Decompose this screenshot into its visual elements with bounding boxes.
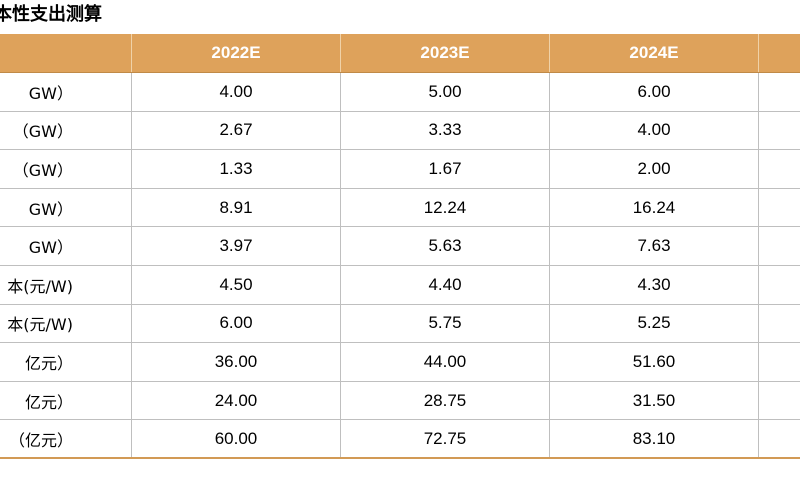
value-cell-next [759,420,800,457]
value-cell-2024e: 83.10 [550,420,759,457]
value-cell-2022e: 2.67 [132,111,341,150]
header-cell-next [759,34,800,72]
value-cell-2024e: 6.00 [550,73,759,111]
row-label: 本(元/W) [7,315,73,335]
value-cell-2022e: 4.50 [132,265,341,304]
header-cell-2023e: 2023E [341,34,550,72]
value-cell-2024e: 16.24 [550,188,759,227]
value-cell-next [759,227,800,265]
row-label: 本(元/W) [7,276,73,296]
table-row: （亿元） 60.00 72.75 83.10 [0,420,800,459]
table-title: 本性支出测算 [0,4,102,25]
value-cell-next [759,189,800,227]
value-cell-2023e: 4.40 [341,265,550,304]
value-cell-2024e: 4.30 [550,265,759,304]
value-cell-2023e: 72.75 [341,420,550,457]
row-label-cell: 本(元/W) [0,265,132,304]
table-row: GW） 3.97 5.63 7.63 [0,227,800,266]
table-row: （GW） 1.33 1.67 2.00 [0,150,800,189]
table-row: GW） 8.91 12.24 16.24 [0,188,800,228]
table-row: （GW） 2.67 3.33 4.00 [0,111,800,151]
value-cell-2024e: 31.50 [550,381,759,420]
value-cell-2024e: 7.63 [550,227,759,265]
row-label: 亿元） [24,353,73,373]
value-cell-2022e: 1.33 [132,150,341,188]
value-cell-2022e: 3.97 [132,227,341,265]
row-label: （GW） [12,122,73,142]
value-cell-2024e: 51.60 [550,343,759,381]
table-row: GW） 4.00 5.00 6.00 [0,73,800,112]
value-cell-2023e: 3.33 [341,111,550,150]
header-cell-2024e: 2024E [550,34,759,72]
row-label-cell: GW） [0,188,132,227]
row-label-cell: （GW） [0,111,132,150]
table-row: 本(元/W) 4.50 4.40 4.30 [0,265,800,305]
row-label: GW） [28,83,73,103]
value-cell-next [759,343,800,381]
table-row: 亿元） 24.00 28.75 31.50 [0,381,800,421]
row-label: GW） [28,238,73,258]
value-cell-2022e: 24.00 [132,381,341,420]
table-body: GW） 4.00 5.00 6.00 （GW） 2.67 3.33 4.00 （GW） 1.33 1… [0,73,800,459]
value-cell-2024e: 2.00 [550,150,759,188]
value-cell-next [759,382,800,420]
table-row: 本(元/W) 6.00 5.75 5.25 [0,304,800,344]
value-cell-2022e: 8.91 [132,188,341,227]
value-cell-next [759,73,800,111]
value-cell-2022e: 6.00 [132,304,341,343]
table-row: 亿元） 36.00 44.00 51.60 [0,343,800,382]
value-cell-2023e: 5.75 [341,304,550,343]
data-table: 2022E 2023E 2024E GW） 4.00 5.00 6.00 （GW） 2.6… [0,34,800,459]
row-label-cell: （亿元） [0,420,132,457]
table-header-row: 2022E 2023E 2024E [0,34,800,73]
row-label-cell: （GW） [0,150,132,188]
value-cell-2023e: 28.75 [341,381,550,420]
value-cell-2022e: 60.00 [132,420,341,457]
value-cell-next [759,112,800,150]
value-cell-2024e: 5.25 [550,304,759,343]
value-cell-next [759,305,800,343]
row-label-cell: 亿元） [0,343,132,381]
value-cell-2023e: 1.67 [341,150,550,188]
value-cell-2023e: 44.00 [341,343,550,381]
row-label: （GW） [12,160,73,180]
header-cell-2022e: 2022E [132,34,341,72]
row-label-cell: 本(元/W) [0,304,132,343]
row-label: 亿元） [24,392,73,412]
row-label: GW） [28,199,73,219]
value-cell-2022e: 36.00 [132,343,341,381]
row-label-cell: GW） [0,73,132,111]
value-cell-2022e: 4.00 [132,73,341,111]
row-label-cell: 亿元） [0,381,132,420]
value-cell-next [759,150,800,188]
row-label-cell: GW） [0,227,132,265]
value-cell-next [759,266,800,304]
value-cell-2024e: 4.00 [550,111,759,150]
value-cell-2023e: 5.63 [341,227,550,265]
value-cell-2023e: 5.00 [341,73,550,111]
row-label: （亿元） [8,430,73,450]
value-cell-2023e: 12.24 [341,188,550,227]
header-cell-label [0,34,132,72]
